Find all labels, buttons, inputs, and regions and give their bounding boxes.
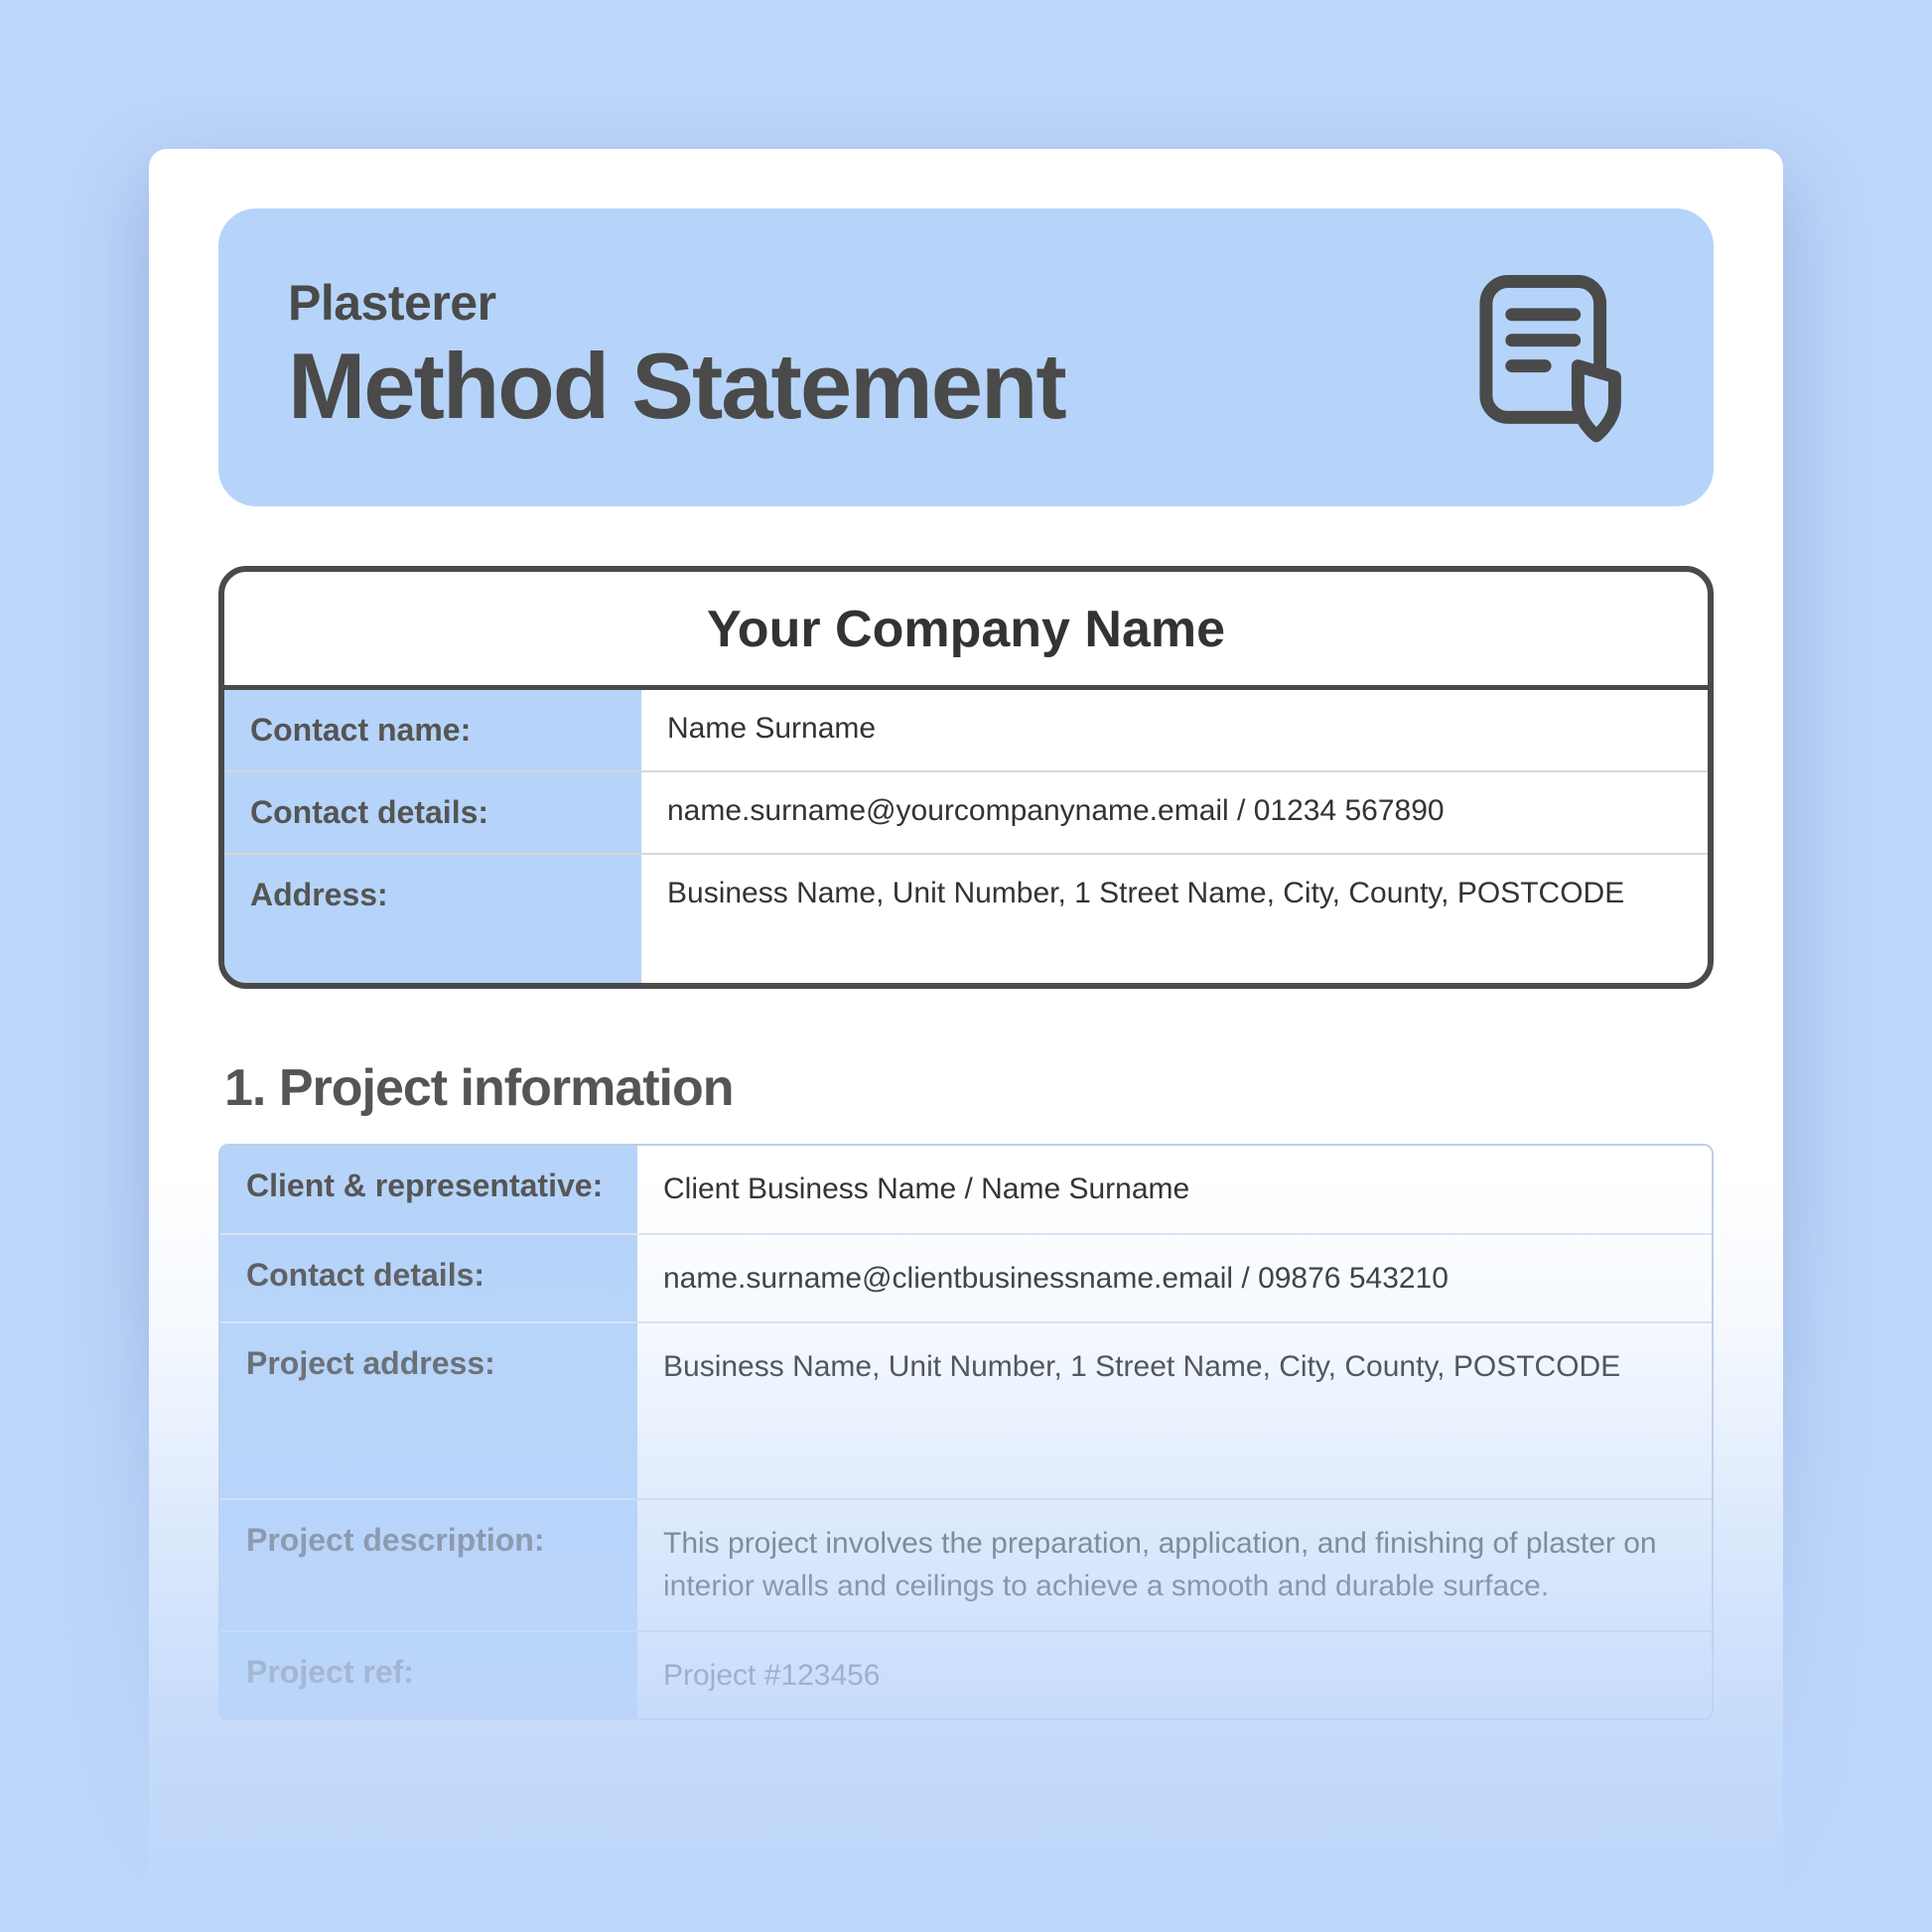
- company-row-address: Address: Business Name, Unit Number, 1 S…: [224, 853, 1708, 983]
- project-label: Project address:: [220, 1323, 637, 1498]
- company-label: Contact details:: [224, 772, 641, 853]
- section-heading-project-information: 1. Project information: [224, 1058, 1714, 1118]
- project-row-contact-details: Contact details: name.surname@clientbusi…: [220, 1233, 1712, 1322]
- project-value: This project involves the preparation, a…: [637, 1500, 1712, 1630]
- project-label: Contact details:: [220, 1235, 637, 1322]
- project-label: Project ref:: [220, 1632, 637, 1720]
- company-rows: Contact name: Name Surname Contact detai…: [224, 690, 1708, 983]
- company-row-contact-details: Contact details: name.surname@yourcompan…: [224, 770, 1708, 853]
- company-value: name.surname@yourcompanyname.email / 012…: [641, 772, 1708, 853]
- company-row-contact-name: Contact name: Name Surname: [224, 690, 1708, 770]
- document-sheet: Plasterer Method Statement Your Company …: [149, 149, 1783, 1932]
- project-row-ref: Project ref: Project #123456: [220, 1630, 1712, 1720]
- banner-title: Method Statement: [288, 338, 1065, 436]
- company-value: Business Name, Unit Number, 1 Street Nam…: [641, 855, 1708, 983]
- project-value: Project #123456: [637, 1632, 1712, 1720]
- company-label: Address:: [224, 855, 641, 983]
- project-row-description: Project description: This project involv…: [220, 1498, 1712, 1630]
- company-value: Name Surname: [641, 690, 1708, 770]
- project-value: Client Business Name / Name Surname: [637, 1146, 1712, 1233]
- project-row-client: Client & representative: Client Business…: [220, 1146, 1712, 1233]
- banner-subtitle: Plasterer: [288, 274, 1065, 332]
- project-row-address: Project address: Business Name, Unit Num…: [220, 1321, 1712, 1498]
- title-banner: Plasterer Method Statement: [218, 208, 1714, 506]
- company-name-heading: Your Company Name: [224, 572, 1708, 690]
- project-label: Project description:: [220, 1500, 637, 1630]
- company-label: Contact name:: [224, 690, 641, 770]
- project-value: Business Name, Unit Number, 1 Street Nam…: [637, 1323, 1712, 1498]
- banner-text-block: Plasterer Method Statement: [288, 274, 1065, 436]
- document-shield-icon: [1460, 263, 1644, 447]
- project-label: Client & representative:: [220, 1146, 637, 1233]
- project-value: name.surname@clientbusinessname.email / …: [637, 1235, 1712, 1322]
- company-info-box: Your Company Name Contact name: Name Sur…: [218, 566, 1714, 989]
- project-info-box: Client & representative: Client Business…: [218, 1144, 1714, 1721]
